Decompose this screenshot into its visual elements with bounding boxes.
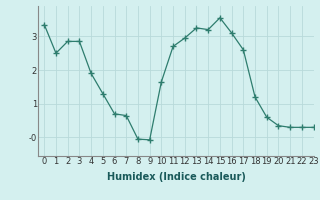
X-axis label: Humidex (Indice chaleur): Humidex (Indice chaleur) (107, 172, 245, 182)
